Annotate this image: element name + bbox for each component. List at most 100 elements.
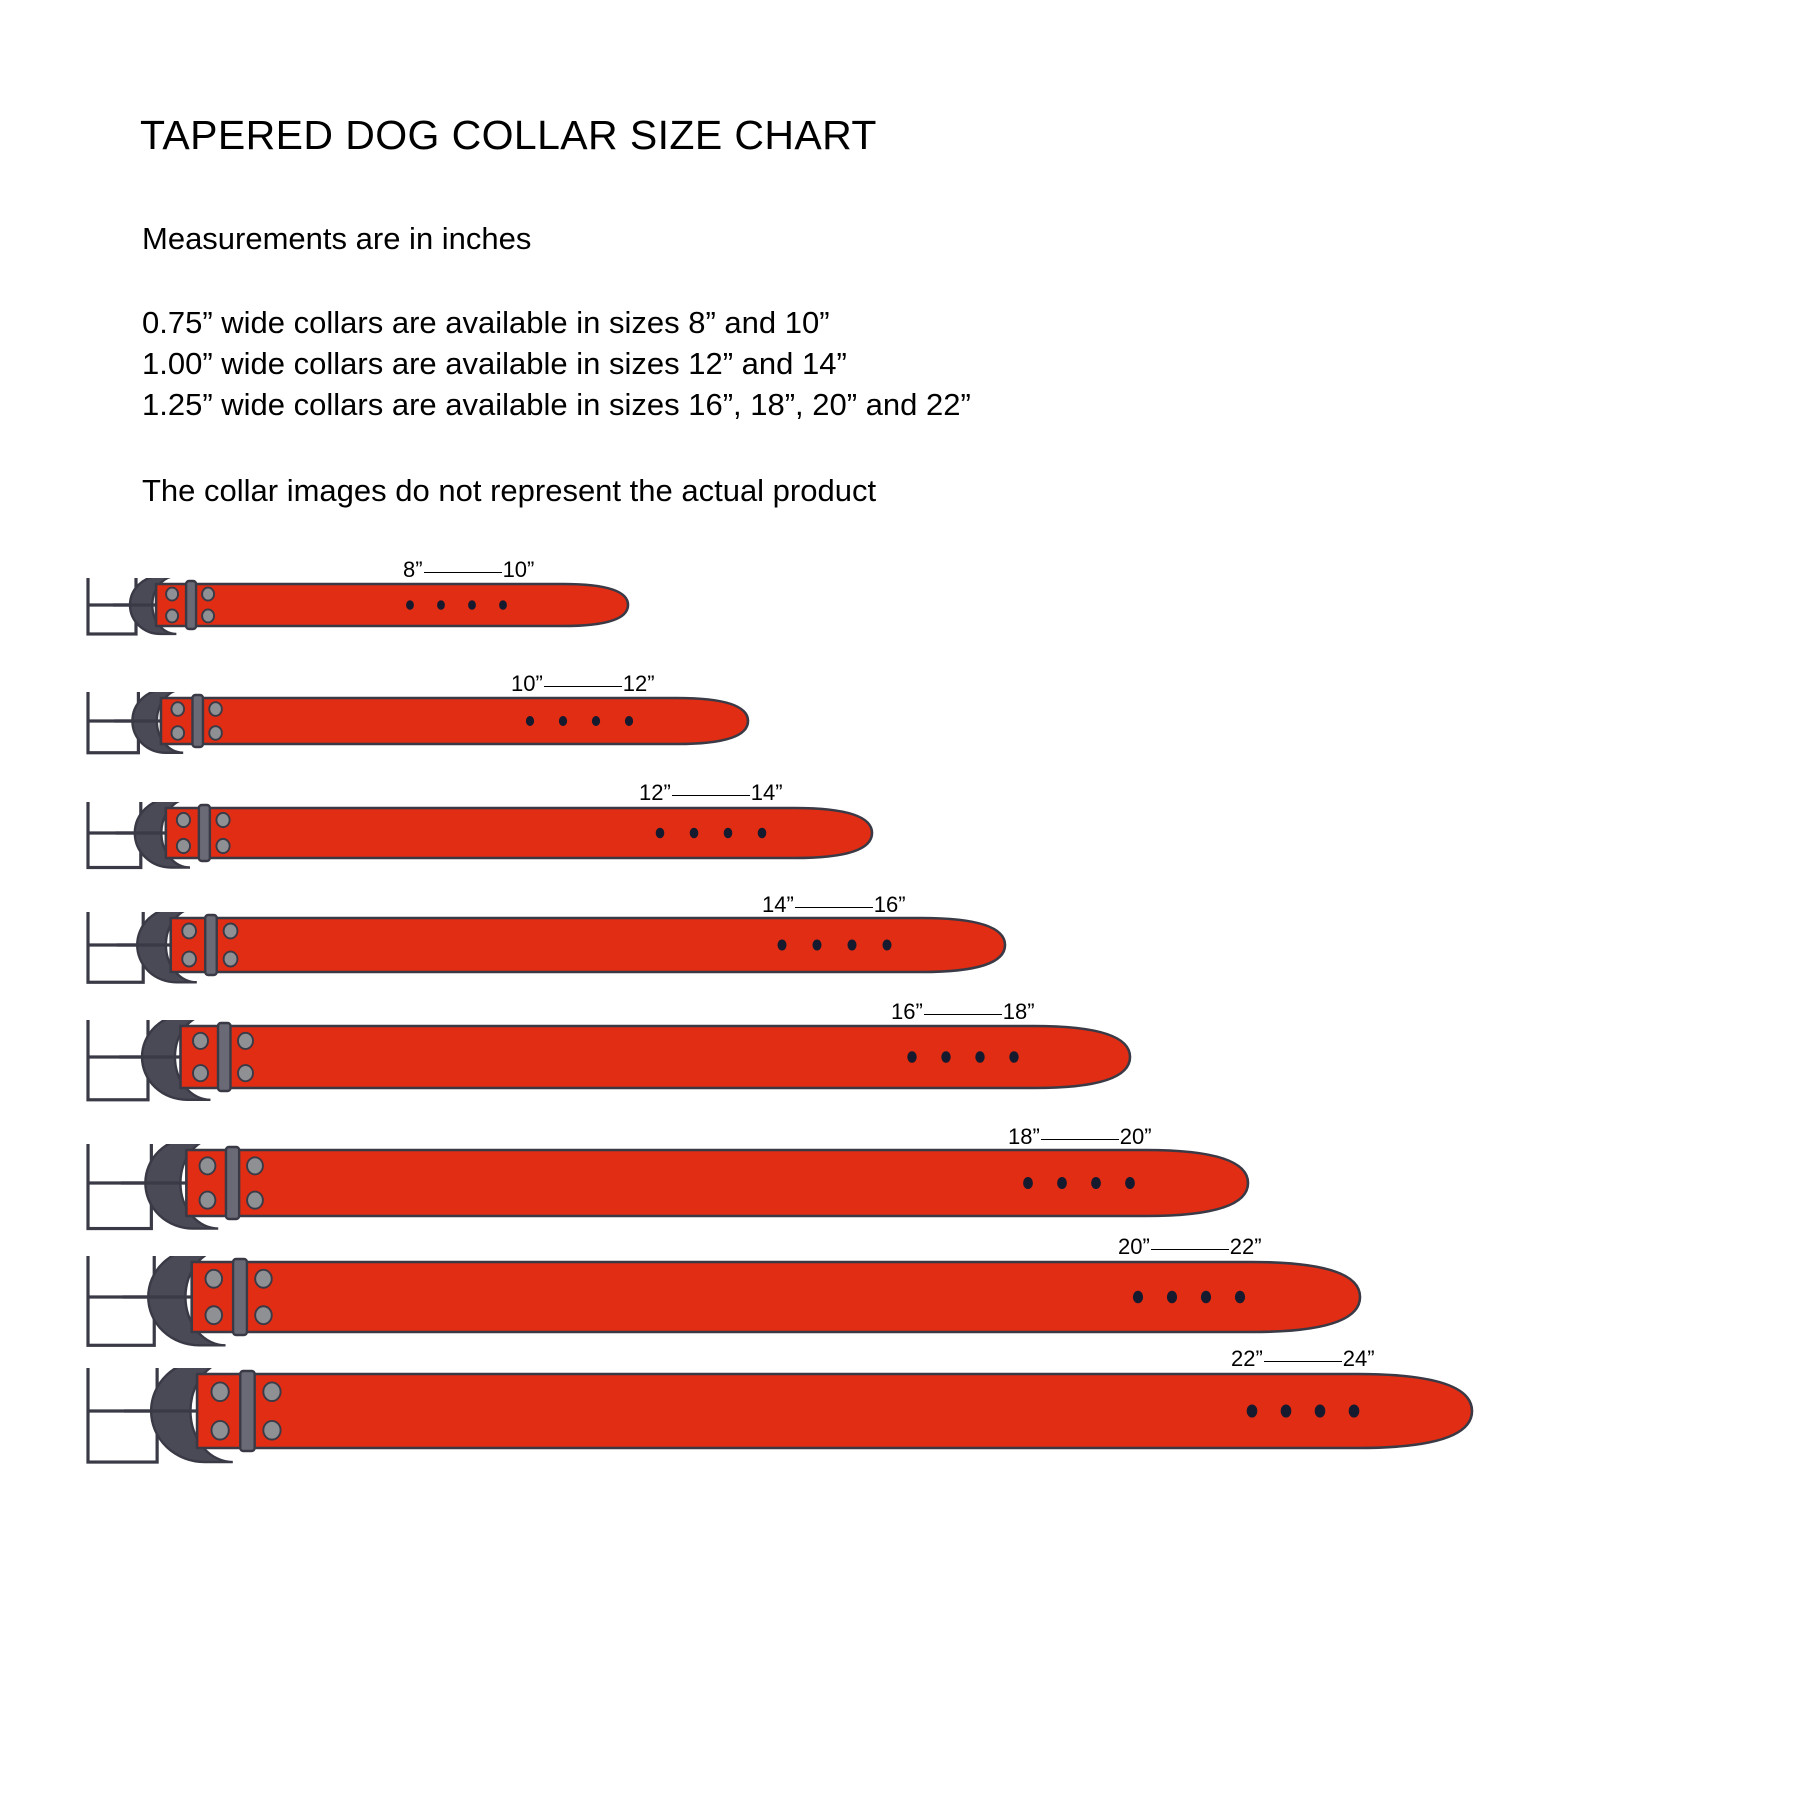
collar-illustration — [86, 1144, 1250, 1231]
rivet — [210, 1381, 230, 1403]
keeper-loop — [224, 1145, 241, 1221]
adjustment-hole-group — [907, 1051, 1019, 1063]
collar-row — [0, 802, 912, 912]
rivet — [210, 1419, 230, 1441]
size-range-connector — [923, 1014, 1002, 1015]
size-range-connector — [794, 907, 873, 908]
rivet — [170, 701, 186, 717]
size-range-connector — [671, 795, 750, 796]
adjustment-hole — [882, 939, 892, 951]
adjustment-hole-group — [406, 600, 507, 610]
rivet-group — [181, 922, 239, 968]
rivet — [170, 725, 186, 741]
collar-row — [0, 1144, 1288, 1274]
size-range-label: 12” 14” — [639, 782, 783, 804]
size-max-value: 20” — [1119, 1124, 1152, 1149]
size-range-label: 8” 10” — [403, 559, 534, 581]
keeper-loop — [216, 1021, 232, 1093]
rivet — [204, 1268, 224, 1289]
rivet — [198, 1190, 217, 1210]
adjustment-hole — [1091, 1176, 1101, 1190]
size-min-value: 14” — [762, 892, 794, 917]
size-min-value: 22” — [1231, 1346, 1263, 1371]
adjustment-hole — [847, 939, 857, 951]
size-max-value: 10” — [502, 557, 535, 582]
adjustment-hole — [777, 939, 787, 951]
adjustment-hole — [1009, 1051, 1019, 1063]
size-min-value: 16” — [891, 999, 923, 1024]
product-image-disclaimer: The collar images do not represent the a… — [142, 473, 877, 508]
collar-illustration — [86, 1256, 1362, 1347]
rivet — [222, 922, 239, 940]
adjustment-hole — [655, 827, 665, 839]
rivet — [192, 1064, 209, 1083]
adjustment-hole — [468, 600, 476, 610]
size-range-label: 20” 22” — [1118, 1236, 1262, 1258]
rivet — [192, 1031, 209, 1050]
keeper-loop — [239, 1369, 256, 1453]
size-range-label: 14” 16” — [762, 894, 906, 916]
collar-illustration — [86, 692, 750, 755]
rivet — [237, 1064, 254, 1083]
size-min-value: 10” — [511, 671, 543, 696]
adjustment-hole — [1166, 1290, 1178, 1304]
collar-strap — [169, 916, 1007, 974]
keeper-loop — [184, 579, 198, 631]
size-max-value: 14” — [750, 780, 783, 805]
rivet — [208, 725, 223, 741]
collar-strap — [179, 1024, 1132, 1090]
adjustment-hole — [624, 715, 634, 727]
adjustment-hole — [1057, 1176, 1067, 1190]
rivet — [175, 811, 191, 829]
size-range-connector — [543, 686, 622, 687]
adjustment-hole — [558, 715, 568, 727]
adjustment-hole — [812, 939, 822, 951]
page-title: TAPERED DOG COLLAR SIZE CHART — [140, 112, 877, 158]
size-max-value: 24” — [1342, 1346, 1375, 1371]
adjustment-hole — [907, 1051, 917, 1063]
adjustment-hole — [1132, 1290, 1144, 1304]
adjustment-hole-group — [655, 827, 767, 839]
rivet — [262, 1381, 282, 1403]
keeper-loop — [231, 1257, 249, 1337]
size-min-value: 12” — [639, 780, 671, 805]
rivet — [201, 608, 216, 624]
rivet-group — [175, 811, 231, 855]
collar-strap — [159, 696, 750, 746]
rivet — [246, 1190, 264, 1210]
rivet — [215, 837, 231, 855]
adjustment-hole — [723, 827, 733, 839]
size-range-label: 16” 18” — [891, 1001, 1035, 1023]
collar-row — [0, 1256, 1400, 1390]
rivet-group — [192, 1031, 254, 1083]
size-range-connector — [1150, 1249, 1229, 1250]
collar-illustration — [86, 912, 1007, 984]
rivet-group — [204, 1268, 273, 1326]
adjustment-hole — [1246, 1404, 1258, 1418]
collar-strap — [185, 1148, 1250, 1218]
rivet — [246, 1156, 264, 1176]
adjustment-hole — [1314, 1404, 1326, 1418]
keeper-loop — [204, 913, 218, 977]
adjustment-hole — [499, 600, 507, 610]
rivet — [215, 811, 231, 829]
buckle-frame — [86, 1256, 156, 1347]
rivet — [254, 1305, 273, 1326]
adjustment-hole — [525, 715, 535, 727]
keeper-loop — [197, 803, 212, 863]
adjustment-hole — [941, 1051, 951, 1063]
availability-line-100: 1.00” wide collars are available in size… — [142, 346, 847, 381]
adjustment-hole-group — [1246, 1404, 1360, 1418]
measurement-units-note: Measurements are in inches — [142, 221, 532, 256]
collar-illustration — [86, 1020, 1132, 1102]
adjustment-hole — [591, 715, 601, 727]
collar-row — [0, 912, 1045, 1026]
adjustment-hole-group — [525, 715, 634, 727]
adjustment-hole — [975, 1051, 985, 1063]
size-max-value: 18” — [1002, 999, 1035, 1024]
rivet — [165, 608, 180, 624]
collar-strap — [190, 1260, 1362, 1334]
rivet — [254, 1268, 273, 1289]
collar-illustration — [86, 802, 874, 870]
